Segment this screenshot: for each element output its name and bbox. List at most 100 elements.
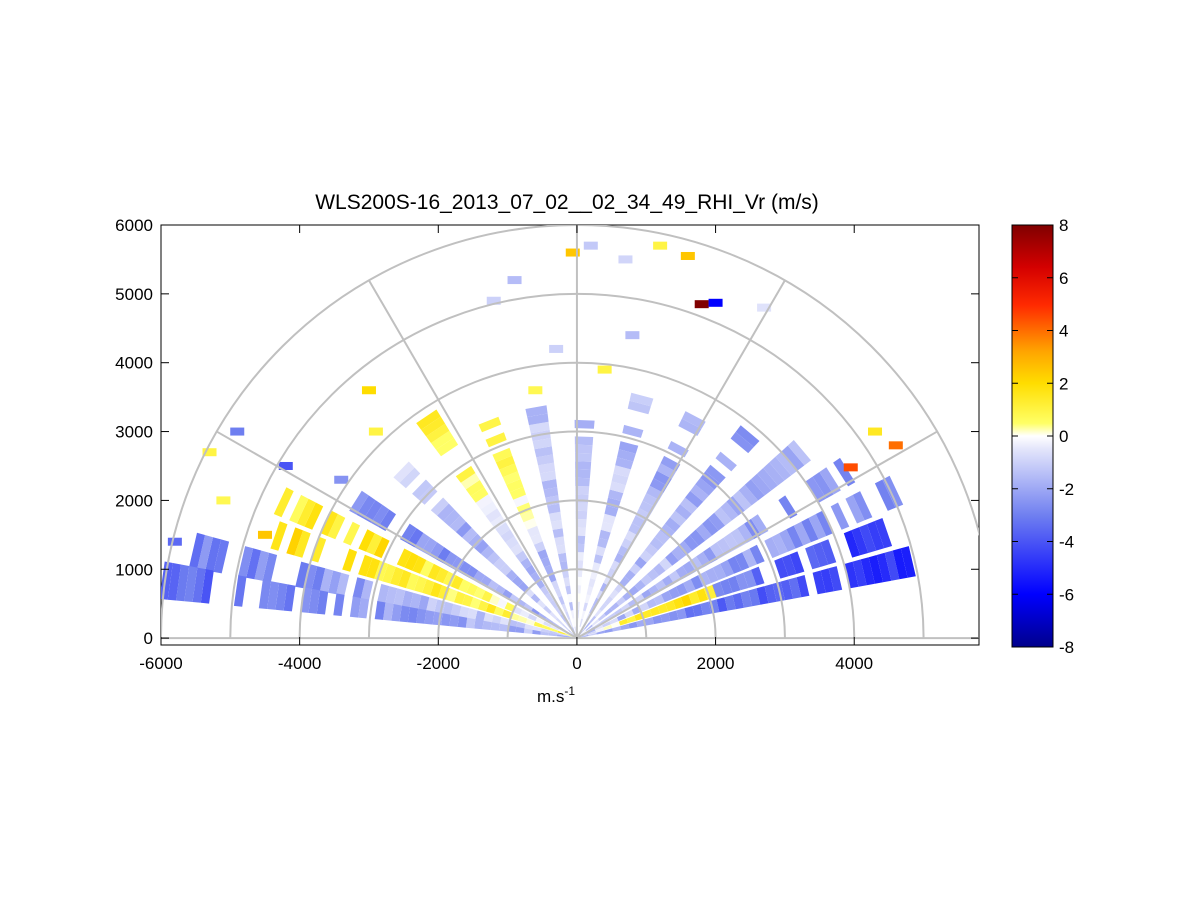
range-gate bbox=[550, 520, 563, 530]
range-gate bbox=[653, 594, 665, 606]
range-gate bbox=[649, 536, 664, 551]
chart-title: WLS200S-16_2013_07_02__02_34_49_RHI_Vr (… bbox=[315, 191, 819, 214]
range-gate bbox=[527, 413, 549, 426]
range-gate bbox=[565, 633, 574, 638]
range-gate bbox=[764, 583, 777, 604]
range-gate bbox=[401, 590, 414, 608]
range-gate bbox=[680, 594, 692, 607]
range-gate bbox=[532, 438, 552, 450]
range-gate bbox=[833, 457, 856, 487]
range-gate bbox=[789, 551, 805, 574]
range-gate bbox=[639, 550, 653, 563]
range-gate bbox=[270, 521, 288, 551]
range-gate bbox=[500, 529, 515, 543]
range-gate bbox=[538, 462, 556, 474]
range-gate bbox=[431, 430, 454, 450]
range-gate bbox=[530, 571, 541, 583]
range-gate bbox=[600, 521, 614, 533]
range-gate bbox=[659, 557, 673, 571]
range-gate bbox=[461, 594, 474, 607]
range-gate bbox=[815, 510, 834, 537]
range-gate bbox=[459, 606, 470, 619]
scatter-cell-14 bbox=[597, 365, 612, 374]
range-gate bbox=[575, 469, 591, 479]
range-gate bbox=[421, 416, 446, 437]
grid-spoke-5 bbox=[216, 430, 578, 639]
range-gate bbox=[690, 575, 704, 590]
scatter-cell-21 bbox=[278, 461, 293, 470]
range-gate bbox=[498, 623, 509, 632]
x-tick-label: -4000 bbox=[278, 654, 321, 673]
range-gate bbox=[430, 582, 443, 598]
range-gate bbox=[533, 541, 546, 553]
range-gate bbox=[296, 498, 316, 527]
range-gate bbox=[450, 575, 464, 590]
range-gate bbox=[534, 446, 553, 458]
range-gate bbox=[634, 579, 646, 591]
range-gate bbox=[793, 521, 811, 546]
range-gate bbox=[742, 548, 757, 568]
range-gate bbox=[589, 615, 597, 624]
range-gate bbox=[788, 577, 802, 599]
range-gate bbox=[557, 632, 566, 636]
range-gate bbox=[360, 579, 374, 601]
range-gate bbox=[613, 465, 631, 478]
colorbar bbox=[1011, 224, 1054, 648]
range-gate bbox=[518, 581, 529, 593]
beam-18 bbox=[161, 561, 574, 638]
range-gate bbox=[720, 501, 739, 521]
range-gate bbox=[495, 455, 515, 470]
range-gate bbox=[473, 586, 486, 599]
scatter-cell-5 bbox=[868, 427, 883, 436]
range-gate bbox=[575, 452, 592, 462]
range-gate bbox=[416, 409, 441, 430]
range-gate bbox=[604, 596, 614, 606]
range-gate bbox=[676, 608, 687, 620]
range-gate bbox=[424, 610, 435, 625]
range-gate bbox=[579, 618, 583, 627]
grid-spoke-4 bbox=[368, 279, 578, 639]
range-gate bbox=[391, 604, 402, 622]
range-gate bbox=[504, 602, 515, 612]
range-gate bbox=[695, 477, 715, 496]
y-tick-label: 4000 bbox=[115, 354, 153, 373]
range-gate bbox=[575, 519, 587, 528]
range-gate bbox=[851, 527, 869, 556]
range-gate bbox=[668, 610, 679, 622]
range-gate bbox=[483, 612, 494, 623]
range-gate bbox=[437, 503, 455, 522]
y-axis: 0 1000 2000 3000 4000 5000 6000 bbox=[115, 216, 979, 648]
range-gate bbox=[467, 608, 478, 620]
range-gate bbox=[652, 615, 663, 625]
range-gate bbox=[396, 548, 412, 568]
range-gate bbox=[563, 577, 571, 587]
range-gate bbox=[577, 626, 581, 635]
range-gate bbox=[508, 593, 520, 604]
range-gate bbox=[664, 517, 681, 533]
range-gate bbox=[820, 568, 834, 593]
range-gate bbox=[393, 461, 415, 483]
range-gate bbox=[702, 518, 719, 536]
range-gate bbox=[262, 552, 278, 583]
range-gate bbox=[779, 529, 796, 552]
range-gate bbox=[644, 543, 659, 557]
x-axis-label-base: m.s bbox=[537, 687, 564, 706]
range-gate bbox=[614, 608, 624, 617]
range-gate bbox=[575, 535, 586, 545]
range-gate bbox=[327, 514, 346, 540]
grid-spoke-2 bbox=[576, 279, 786, 639]
range-gate bbox=[523, 628, 533, 634]
range-gate bbox=[493, 557, 506, 571]
range-gate bbox=[343, 521, 361, 546]
scatter-cell-6 bbox=[888, 441, 903, 450]
range-gate bbox=[499, 463, 518, 478]
range-gate bbox=[319, 510, 338, 537]
range-gate bbox=[580, 635, 589, 638]
range-gate bbox=[530, 593, 541, 604]
beam-8 bbox=[577, 392, 654, 635]
range-gate bbox=[390, 566, 404, 586]
range-gate bbox=[189, 532, 205, 569]
scatter-cell-8 bbox=[361, 386, 376, 395]
range-gate bbox=[543, 621, 552, 628]
